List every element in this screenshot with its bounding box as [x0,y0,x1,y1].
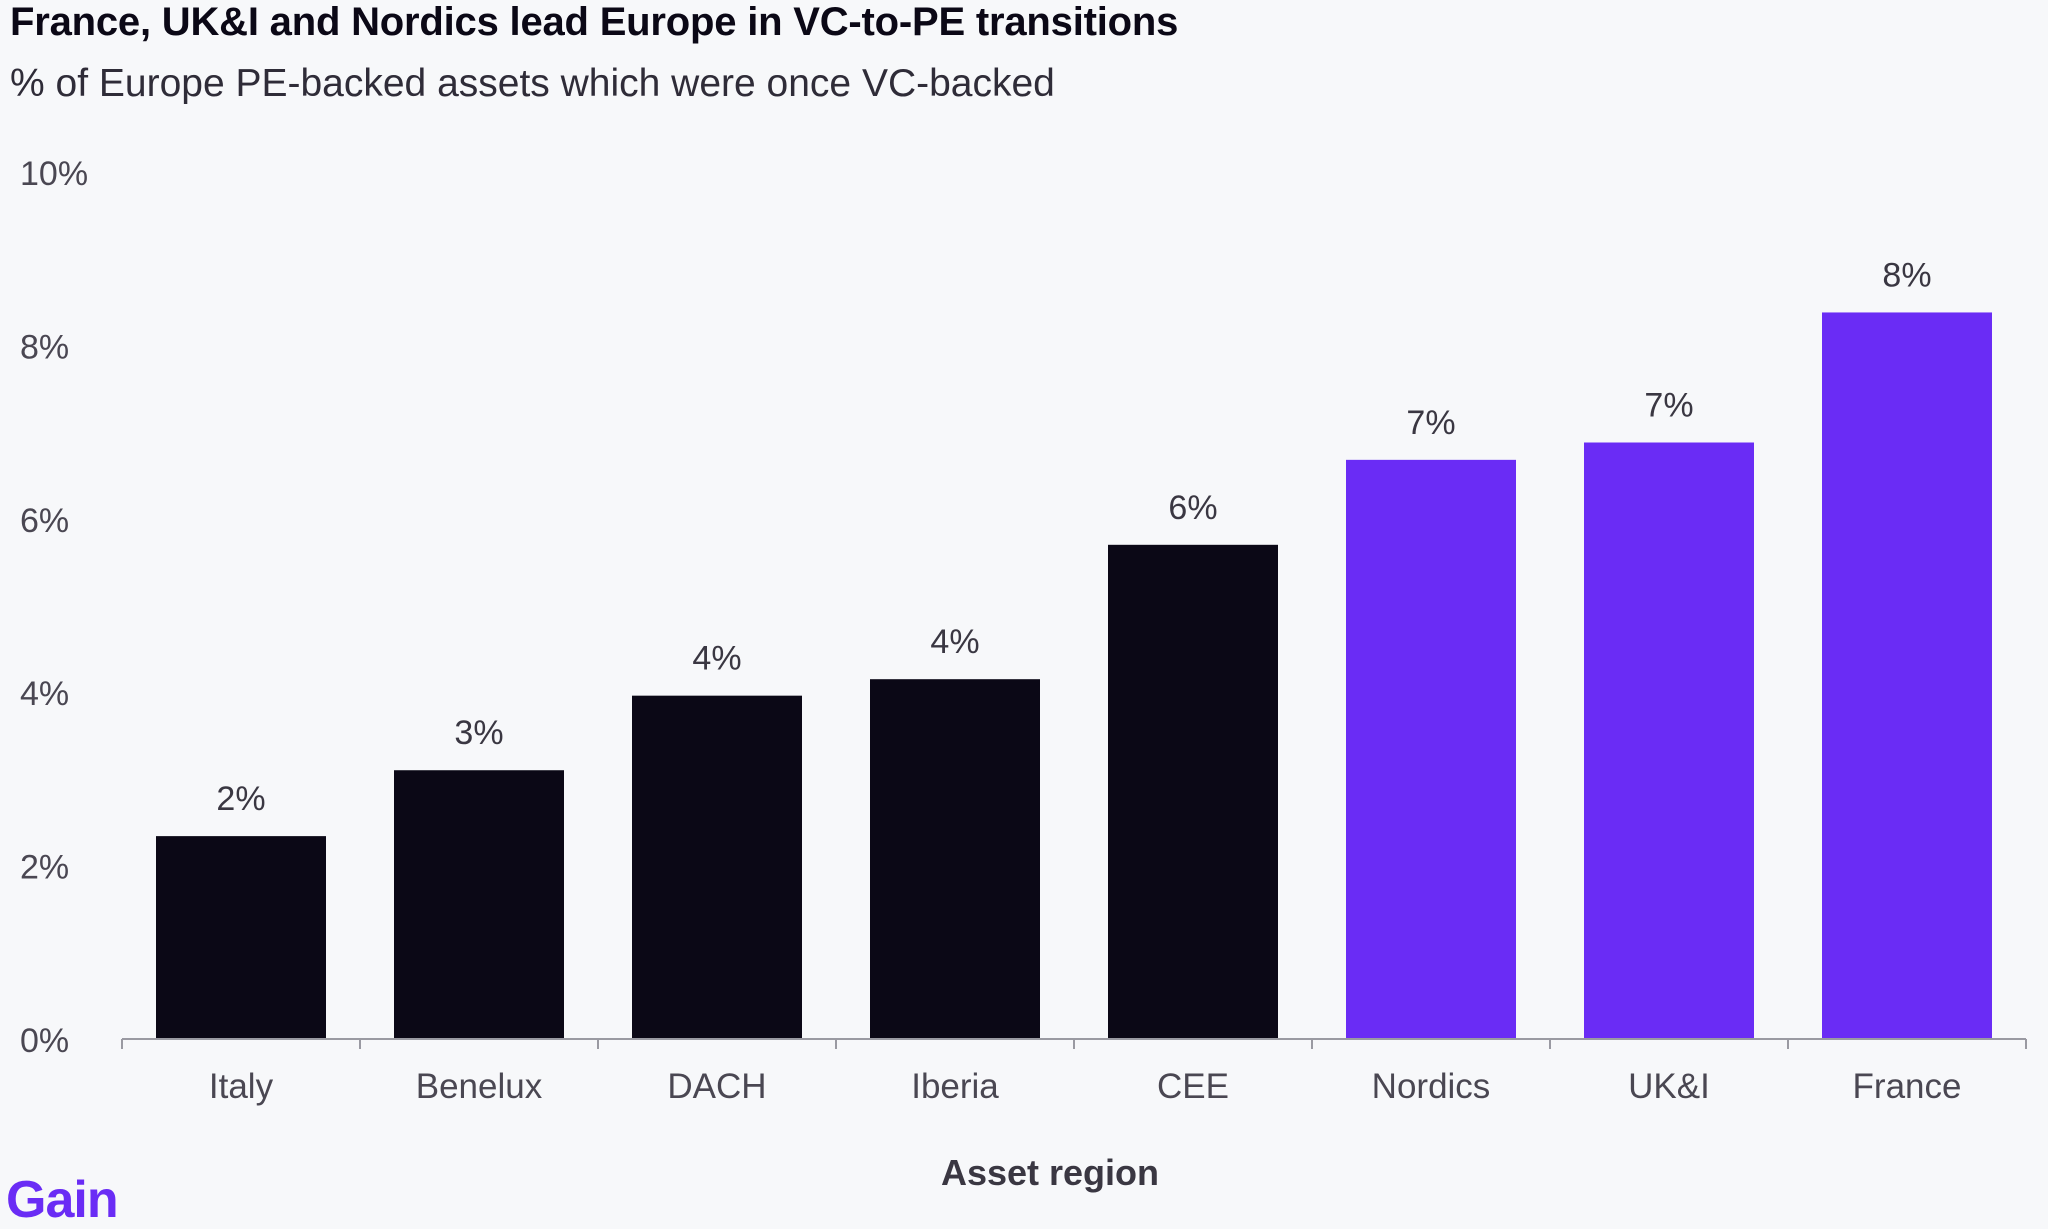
x-tick-label: Benelux [416,1067,543,1106]
y-tick-label: 2% [20,849,69,887]
x-tick-label: DACH [667,1067,766,1106]
bar-nordics [1346,459,1516,1039]
bar-series: 2% 3% 4% 4% 6% 7% 7% 8% [156,256,1992,1040]
x-axis-title: Asset region [941,1152,1159,1193]
chart-title: France, UK&I and Nordics lead Europe in … [10,0,1179,44]
x-tick-label: France [1853,1067,1962,1106]
y-tick-label: 10% [20,155,88,193]
x-axis: Italy Benelux DACH Iberia CEE Nordics UK&I Fran… [121,1038,2027,1106]
x-tick-label: CEE [1157,1067,1229,1106]
bar-uk-i [1584,442,1754,1039]
y-axis: 0% 2% 4% 6% 8% 10% [20,155,88,1060]
y-tick-label: 6% [20,502,69,540]
bar-benelux [394,770,564,1039]
bar-france [1822,312,1992,1040]
y-tick-label: 8% [20,328,69,366]
data-label: 7% [1644,387,1693,425]
x-tick-label: Italy [209,1067,274,1106]
data-label: 3% [454,714,503,752]
data-label: 4% [930,623,979,661]
bar-italy [156,836,326,1039]
bar-cee [1108,544,1278,1039]
data-label: 7% [1406,404,1455,442]
bar-dach [632,695,802,1039]
data-label: 2% [216,780,265,818]
data-label: 8% [1882,256,1931,294]
data-label: 6% [1168,489,1217,527]
data-label: 4% [692,640,741,678]
y-tick-label: 0% [20,1022,69,1060]
x-tick-label: Nordics [1372,1067,1491,1106]
bar-iberia [870,679,1040,1039]
x-tick-label: UK&I [1628,1067,1710,1106]
chart-subtitle: % of Europe PE-backed assets which were … [10,62,1055,105]
y-tick-label: 4% [20,675,69,713]
gain-logo: Gain [6,1171,119,1229]
x-tick-label: Iberia [911,1067,999,1106]
